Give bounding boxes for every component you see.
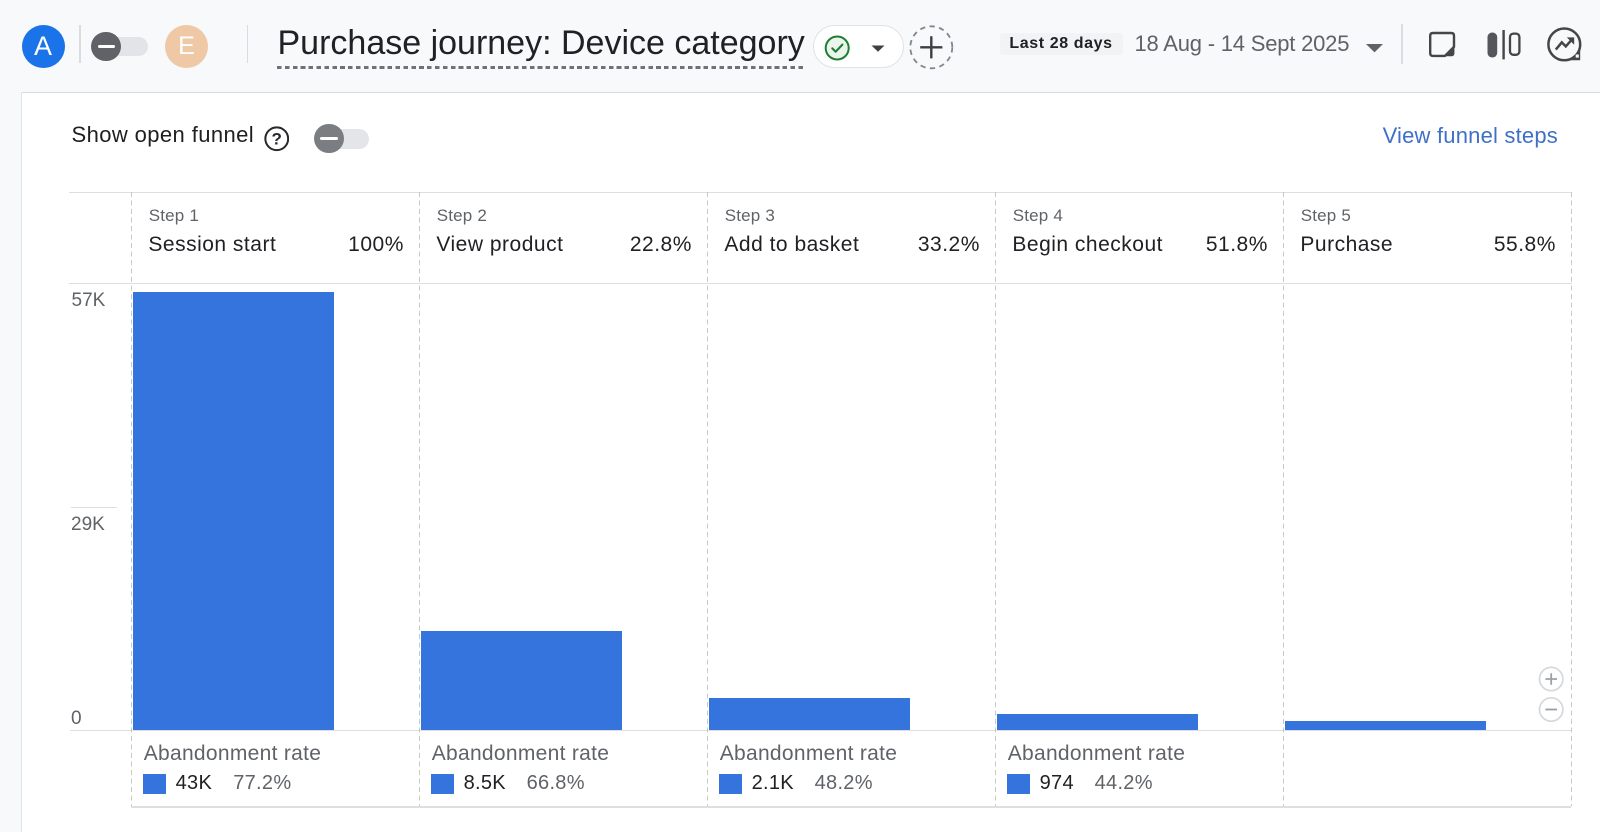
svg-text:?: ? (271, 129, 281, 148)
